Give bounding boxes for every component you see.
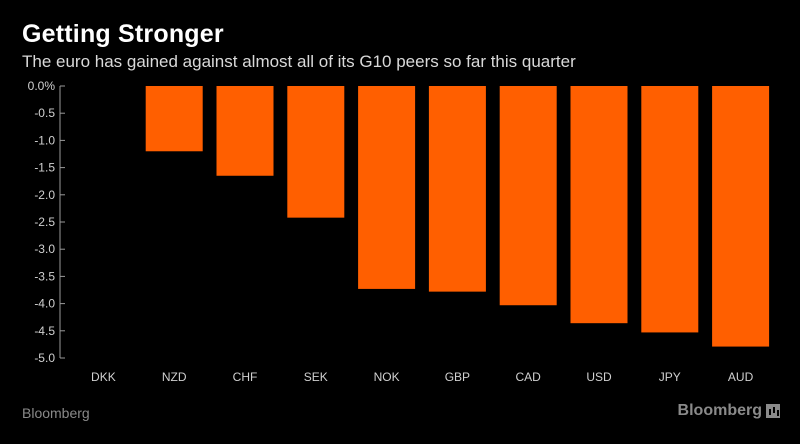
y-tick-label: -3.5 [34, 269, 55, 283]
y-tick-label: -4.5 [34, 324, 55, 338]
chart-subtitle: The euro has gained against almost all o… [22, 52, 576, 71]
y-tick-label: -0.5 [34, 106, 55, 120]
x-tick-label: GBP [445, 370, 470, 384]
x-tick-label: NOK [374, 370, 400, 384]
y-tick-label: -3.0 [34, 242, 55, 256]
bar-chart-icon [766, 404, 780, 418]
x-tick-label: AUD [728, 370, 754, 384]
bar-usd [570, 86, 628, 324]
y-tick-label: -5.0 [34, 351, 55, 365]
bar-sek [287, 86, 345, 218]
bar-gbp [428, 86, 486, 292]
bar-nzd [145, 86, 203, 152]
x-tick-label: SEK [304, 370, 328, 384]
x-tick-label: NZD [162, 370, 187, 384]
x-tick-label: USD [586, 370, 612, 384]
bar-nok [358, 86, 416, 289]
x-tick-label: CHF [233, 370, 258, 384]
y-tick-label: -4.0 [34, 297, 55, 311]
brand-name: Bloomberg [677, 402, 762, 419]
y-tick-label: -2.0 [34, 188, 55, 202]
y-tick-label: -2.5 [34, 215, 55, 229]
bar-jpy [641, 86, 699, 333]
source-label: Bloomberg [22, 405, 90, 421]
bar-cad [499, 86, 557, 306]
y-tick-label: 0.0% [28, 79, 56, 93]
x-tick-label: JPY [659, 370, 681, 384]
brand-logo: Bloomberg [678, 402, 780, 420]
x-tick-label: CAD [516, 370, 542, 384]
bar-chf [216, 86, 274, 176]
y-tick-label: -1.0 [34, 133, 55, 147]
y-tick-label: -1.5 [34, 161, 55, 175]
chart-title: Getting Stronger [22, 20, 224, 48]
x-tick-label: DKK [91, 370, 116, 384]
bar-aud [712, 86, 770, 347]
